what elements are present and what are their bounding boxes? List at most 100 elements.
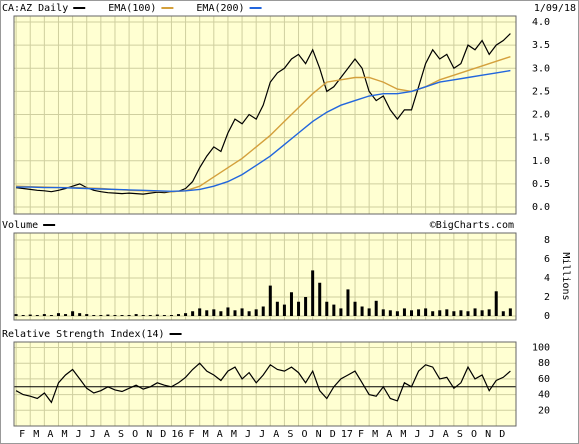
panel-border: [13, 341, 517, 427]
date-label: 1/09/18: [534, 3, 576, 14]
panel-border: [13, 232, 517, 321]
volume-bar: [106, 314, 110, 316]
volume-bar: [325, 301, 329, 316]
volume-bar: [113, 315, 117, 316]
volume-bar: [64, 314, 68, 316]
x-tick-label: A: [273, 429, 279, 440]
x-tick-label: J: [259, 429, 265, 440]
volume-bar: [275, 301, 279, 316]
y-tick-label: 2.0: [532, 110, 550, 121]
x-tick-label: M: [400, 429, 406, 440]
volume-bar: [212, 309, 216, 316]
x-tick-label: O: [302, 429, 308, 440]
y-tick-label: 0: [544, 311, 550, 322]
volume-bar: [332, 304, 336, 316]
volume-bar: [410, 310, 414, 316]
volume-bar: [417, 309, 421, 316]
x-tick-label: A: [217, 429, 223, 440]
volume-bar: [155, 314, 159, 316]
y-tick-label: 0.5: [532, 179, 550, 190]
x-tick-label: M: [33, 429, 39, 440]
volume-bar: [28, 314, 32, 316]
y-tick-label: 2: [544, 292, 550, 303]
volume-bar: [141, 315, 145, 316]
y-tick-label: 40: [538, 390, 550, 401]
y-tick-label: 20: [538, 405, 550, 416]
volume-bar: [381, 309, 385, 316]
volume-bar: [49, 315, 53, 316]
volume-bar: [374, 300, 378, 316]
volume-bar: [487, 309, 491, 316]
x-tick-label: D: [330, 429, 336, 440]
volume-bar: [120, 315, 124, 316]
volume-bar: [438, 310, 442, 316]
volume-bar: [501, 311, 505, 316]
x-tick-label: O: [471, 429, 477, 440]
volume-bar: [282, 304, 286, 316]
volume-bar: [297, 301, 301, 316]
series-line: [15, 362, 511, 404]
series-line: [16, 33, 511, 195]
volume-bar: [35, 315, 39, 316]
series-line: [16, 69, 511, 193]
volume-bar: [205, 310, 209, 316]
volume-bar: [226, 307, 230, 316]
volume-bar: [339, 308, 343, 316]
y-tick-label: 3.0: [532, 63, 550, 74]
volume-bar: [14, 314, 18, 316]
y-tick-label: 1.0: [532, 156, 550, 167]
volume-bar: [177, 314, 181, 316]
x-tick-label: N: [316, 429, 322, 440]
volume-bar: [42, 314, 46, 316]
y-tick-label: 80: [538, 358, 550, 369]
y-tick-label: 4.0: [532, 17, 550, 28]
volume-bar: [353, 301, 357, 316]
x-tick-label: M: [372, 429, 378, 440]
x-tick-label: J: [429, 429, 435, 440]
x-tick-label: J: [90, 429, 96, 440]
panel-border: [13, 15, 517, 215]
volume-bar: [459, 310, 463, 316]
volume-bar: [254, 309, 258, 316]
volume-bar: [473, 308, 477, 316]
volume-bar: [480, 310, 484, 316]
x-tick-label: J: [414, 429, 420, 440]
volume-bar: [56, 313, 60, 316]
volume-bar: [466, 311, 470, 316]
legend-label: Volume: [2, 220, 38, 231]
x-tick-label: S: [287, 429, 293, 440]
volume-bar: [71, 311, 75, 316]
x-tick-label: O: [132, 429, 138, 440]
x-tick-label: A: [47, 429, 53, 440]
volume-bar: [134, 314, 138, 316]
volume-bar: [21, 315, 25, 316]
volume-bar: [85, 314, 89, 316]
y-tick-label: 0.0: [532, 202, 550, 213]
volume-bar: [219, 311, 223, 316]
x-tick-label: M: [61, 429, 67, 440]
volume-bar: [367, 308, 371, 316]
y-tick-label: 8: [544, 235, 550, 246]
panel-background: [14, 342, 516, 426]
x-tick-label: F: [189, 429, 195, 440]
x-tick-label: J: [76, 429, 82, 440]
x-tick-label: F: [358, 429, 364, 440]
x-tick-label: D: [160, 429, 166, 440]
x-tick-label: A: [386, 429, 392, 440]
y-tick-label: 4: [544, 273, 550, 284]
volume-bar: [78, 313, 82, 316]
x-tick-label: A: [104, 429, 110, 440]
volume-bar: [261, 306, 265, 316]
volume-bar: [184, 313, 188, 316]
y-tick-label: 100: [532, 343, 550, 354]
volume-bar: [360, 306, 364, 316]
x-tick-label: S: [457, 429, 463, 440]
x-tick-label: N: [485, 429, 491, 440]
y-tick-label: 2.5: [532, 86, 550, 97]
volume-bar: [508, 308, 512, 316]
volume-bar: [289, 292, 293, 316]
legend-label: EMA(100): [108, 3, 156, 14]
y-tick-label: 60: [538, 374, 550, 385]
volume-bar: [346, 289, 350, 316]
x-tick-label: A: [443, 429, 449, 440]
